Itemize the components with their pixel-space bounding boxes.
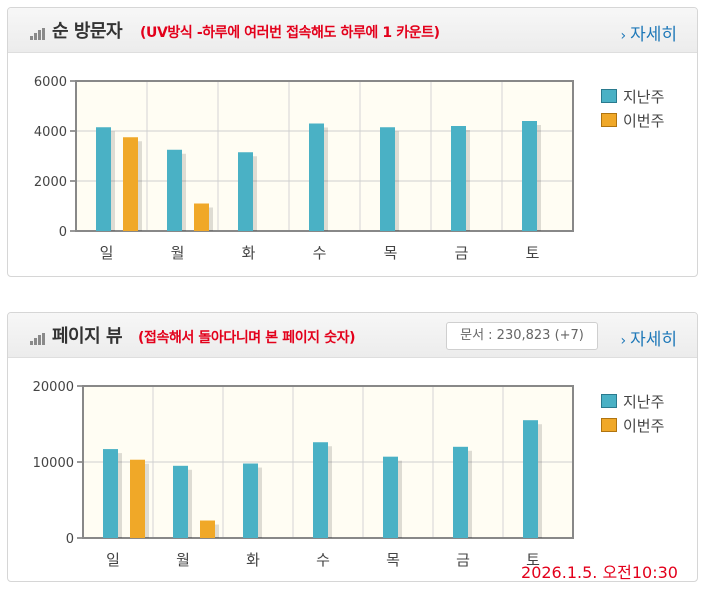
legend-label: 지난주 bbox=[623, 392, 665, 411]
legend-swatch bbox=[601, 394, 617, 408]
chevron-right-icon: › bbox=[620, 28, 627, 44]
y-tick-label: 6000 bbox=[34, 75, 67, 90]
x-tick-label: 화 bbox=[242, 244, 256, 262]
bar-this-week bbox=[130, 459, 145, 538]
legend-item-this-week: 이번주 bbox=[601, 108, 664, 132]
bar-last-week bbox=[309, 123, 324, 231]
panel-subtitle: (UV방식 -하루에 여러번 접속해도 하루에 1 카운트) bbox=[140, 25, 440, 41]
y-tick-label: 0 bbox=[66, 532, 74, 547]
plot-frame bbox=[75, 80, 574, 232]
pageviews-bar-chart: 0 10000 20000 일 월 화 수 목 금 토 bbox=[33, 380, 574, 569]
bar-chart-icon bbox=[30, 28, 46, 40]
panel-title: 페이지 뷰 bbox=[52, 326, 123, 347]
y-tick-label: 0 bbox=[59, 225, 67, 240]
bar-this-week bbox=[194, 203, 209, 231]
more-link-label: 자세히 bbox=[630, 25, 677, 45]
x-tick-label: 토 bbox=[526, 244, 540, 262]
bar-last-week bbox=[522, 121, 537, 231]
legend-item-last-week: 지난주 bbox=[601, 389, 664, 413]
x-tick-label: 일 bbox=[106, 551, 120, 569]
chart-legend: 지난주 이번주 bbox=[601, 84, 664, 132]
x-tick-label: 금 bbox=[455, 244, 469, 262]
y-tick-label: 2000 bbox=[34, 175, 67, 190]
x-tick-label: 수 bbox=[313, 244, 327, 262]
bar-last-week bbox=[96, 127, 111, 231]
y-tick-label: 10000 bbox=[33, 456, 74, 471]
legend-swatch bbox=[601, 113, 617, 127]
x-tick-label: 금 bbox=[456, 551, 470, 569]
legend-swatch bbox=[601, 418, 617, 432]
y-tick-label: 20000 bbox=[33, 380, 74, 395]
more-link[interactable]: › 자세히 bbox=[620, 325, 677, 350]
legend-label: 지난주 bbox=[623, 87, 665, 106]
unique-visitors-panel: 순 방문자 (UV방식 -하루에 여러번 접속해도 하루에 1 카운트) › 자세… bbox=[7, 7, 698, 277]
legend-item-last-week: 지난주 bbox=[601, 84, 664, 108]
legend-item-this-week: 이번주 bbox=[601, 413, 664, 437]
page-views-panel: 페이지 뷰 (접속해서 돌아다니며 본 페이지 숫자) 문서 : 230,823… bbox=[7, 312, 698, 582]
bar-last-week bbox=[243, 463, 258, 538]
panel-subtitle: (접속해서 돌아다니며 본 페이지 숫자) bbox=[138, 330, 356, 346]
bar-last-week bbox=[313, 442, 328, 538]
bar-last-week bbox=[451, 126, 466, 231]
bar-last-week bbox=[523, 420, 538, 538]
bar-last-week bbox=[453, 446, 468, 538]
x-tick-label: 목 bbox=[386, 551, 400, 569]
x-tick-label: 수 bbox=[316, 551, 330, 569]
panel-title: 순 방문자 bbox=[52, 21, 123, 42]
more-link[interactable]: › 자세히 bbox=[620, 20, 677, 45]
chart-legend: 지난주 이번주 bbox=[601, 389, 664, 437]
plot-area bbox=[76, 81, 573, 231]
bar-last-week bbox=[380, 127, 395, 231]
x-tick-label: 월 bbox=[176, 551, 190, 569]
legend-label: 이번주 bbox=[623, 416, 665, 435]
bar-chart-icon bbox=[30, 333, 46, 345]
x-tick-label: 목 bbox=[384, 244, 398, 262]
x-tick-label: 일 bbox=[100, 244, 114, 262]
legend-label: 이번주 bbox=[623, 111, 665, 130]
x-tick-label: 화 bbox=[246, 551, 260, 569]
bar-last-week bbox=[103, 449, 118, 538]
bar-last-week bbox=[383, 456, 398, 538]
bar-last-week bbox=[173, 465, 188, 538]
x-tick-label: 월 bbox=[171, 244, 185, 262]
panel-header: 순 방문자 (UV방식 -하루에 여러번 접속해도 하루에 1 카운트) › 자세… bbox=[8, 8, 697, 53]
bar-last-week bbox=[238, 152, 253, 231]
timestamp: 2026.1.5. 오전10:30 bbox=[521, 563, 678, 582]
bar-this-week bbox=[123, 137, 138, 231]
more-link-label: 자세히 bbox=[630, 330, 677, 350]
chevron-right-icon: › bbox=[620, 333, 627, 349]
legend-swatch bbox=[601, 89, 617, 103]
bar-last-week bbox=[167, 149, 182, 231]
visitors-bar-chart: 0 2000 4000 6000 일 월 화 수 목 금 토 bbox=[34, 75, 574, 262]
document-count-badge: 문서 : 230,823 (+7) bbox=[446, 322, 598, 350]
bar-this-week bbox=[200, 520, 215, 538]
x-tick-label: 토 bbox=[526, 551, 540, 569]
panel-header: 페이지 뷰 (접속해서 돌아다니며 본 페이지 숫자) 문서 : 230,823… bbox=[8, 313, 697, 358]
y-tick-label: 4000 bbox=[34, 125, 67, 140]
